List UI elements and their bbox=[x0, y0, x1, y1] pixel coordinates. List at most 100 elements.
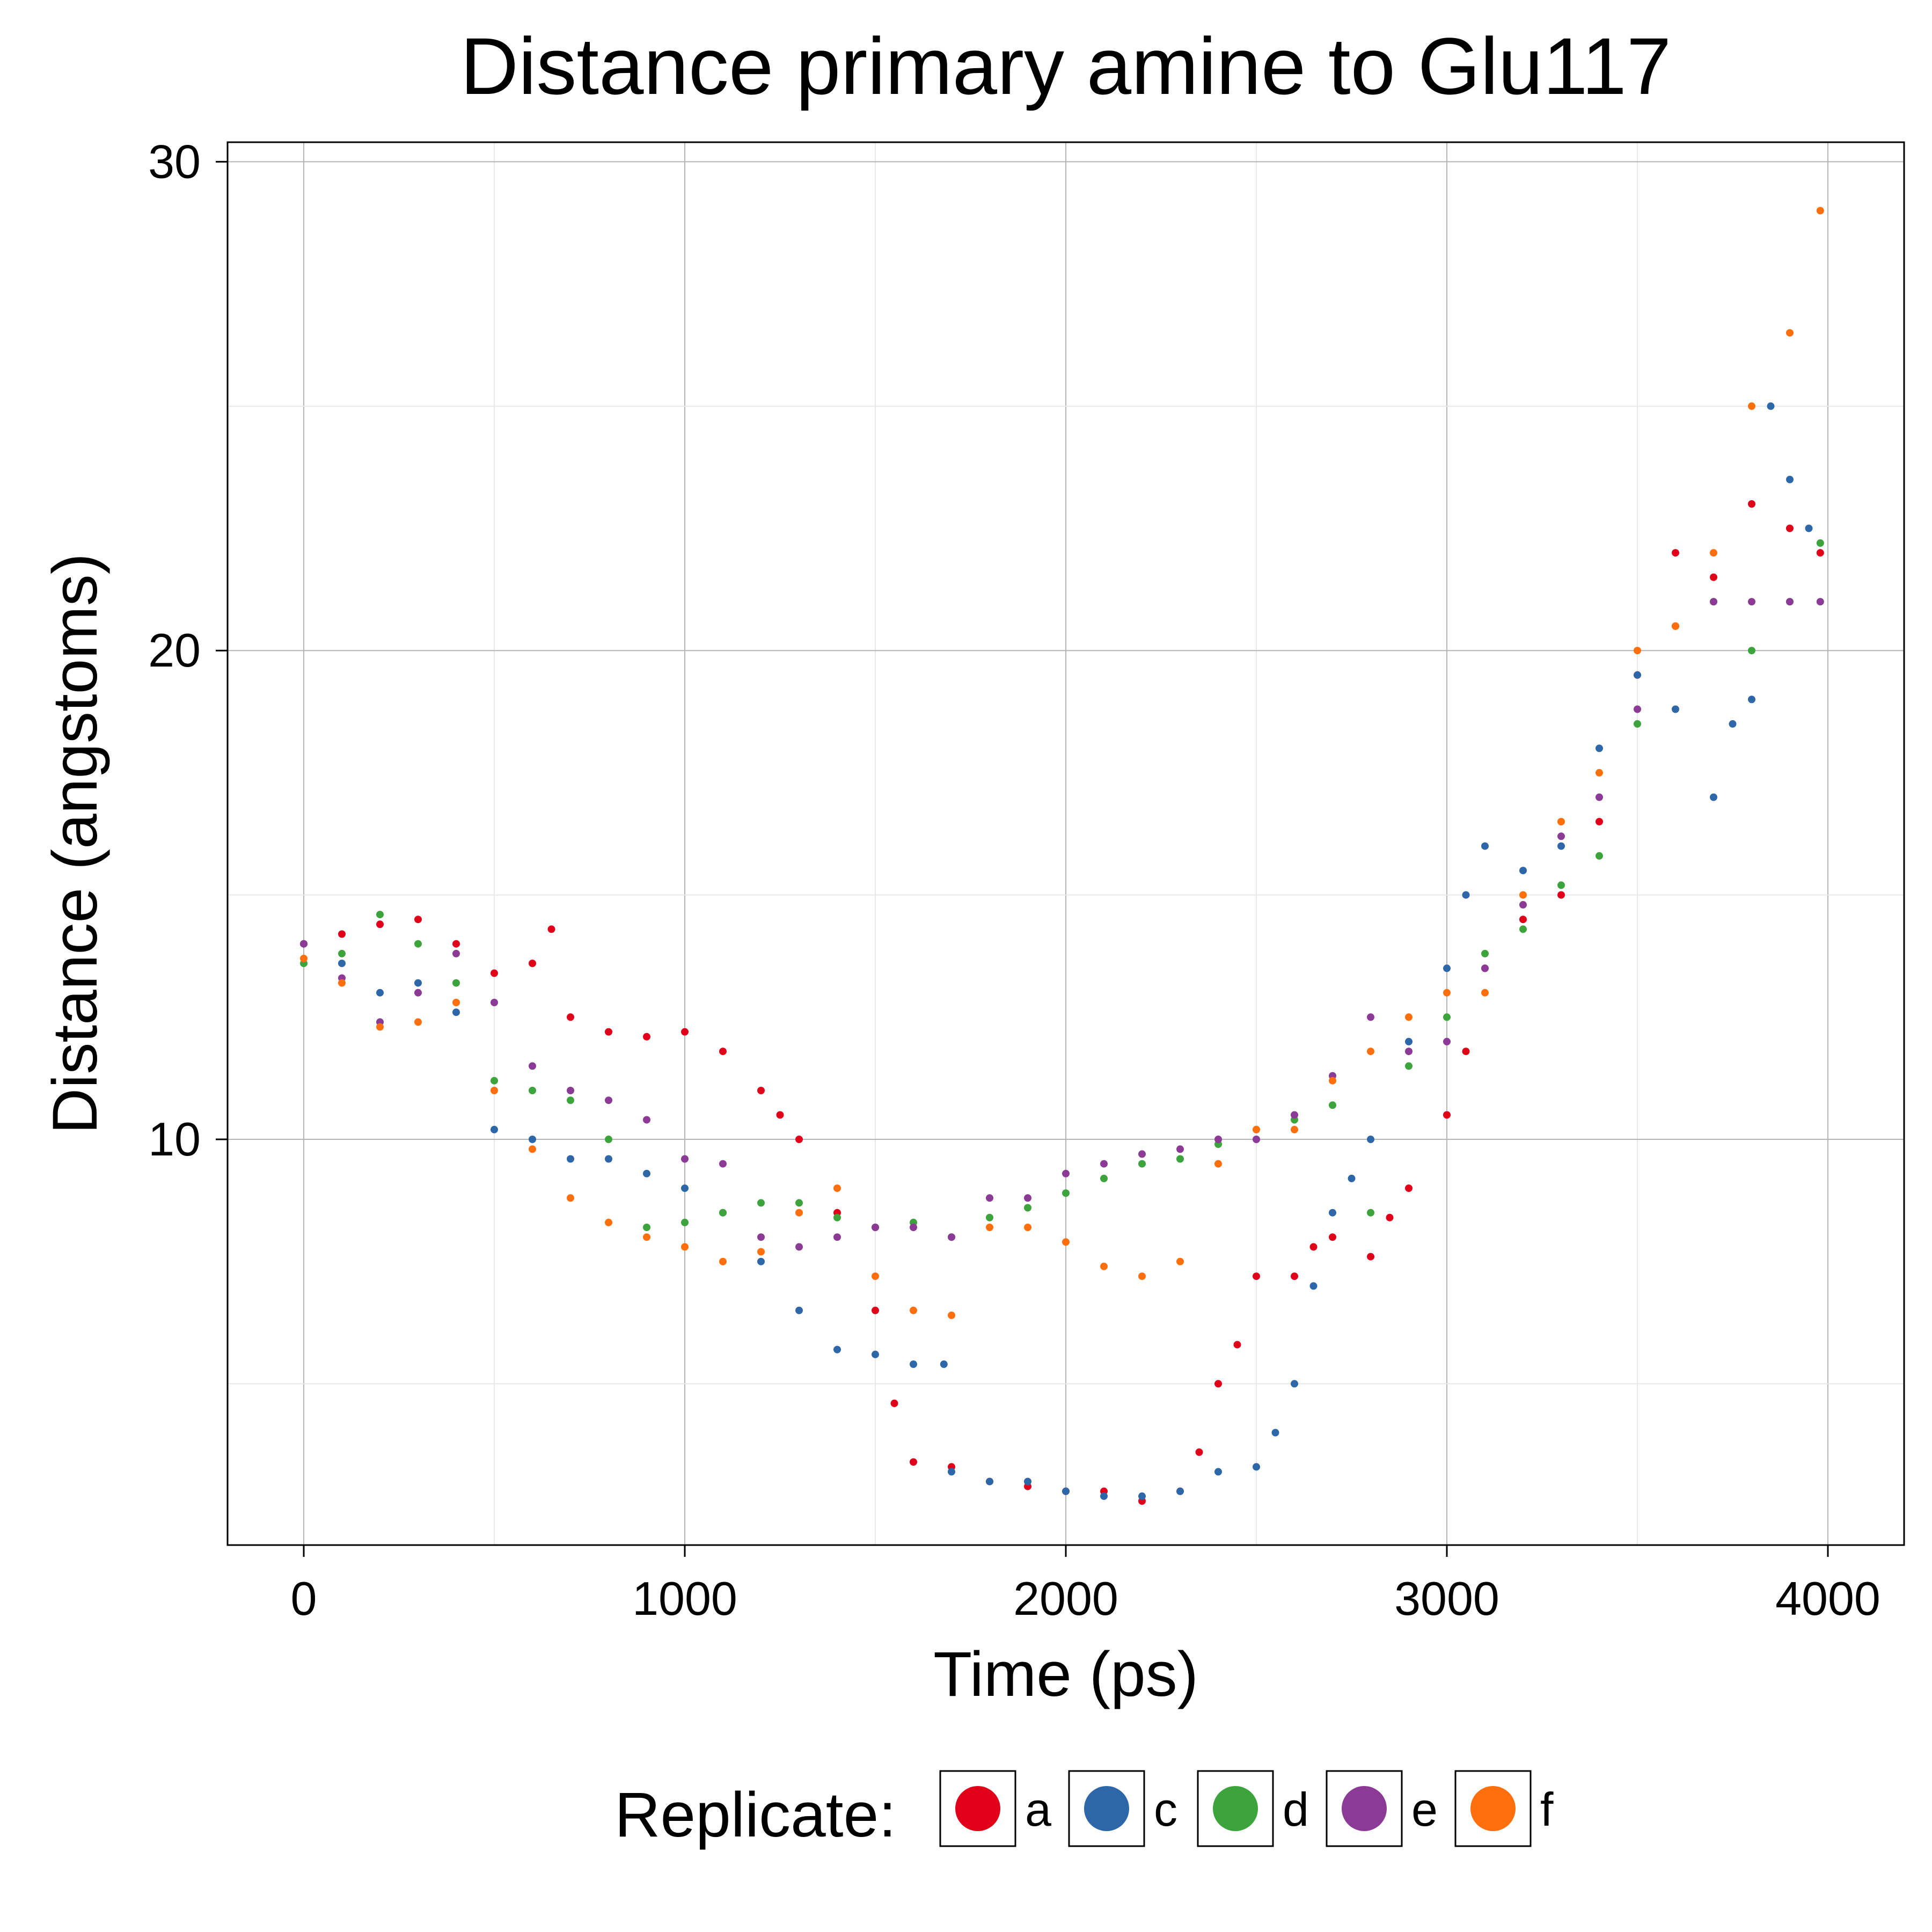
data-point: c: (800, 9.6) bbox=[605, 1155, 612, 1163]
data-point: c: (1700, 3.2) bbox=[948, 1468, 955, 1476]
data-points: a: (0, 14)a: (100, 14.2)a: (200, 14.4)a:… bbox=[300, 207, 1824, 1505]
y-tick-label: 30 bbox=[148, 135, 201, 188]
data-point: e: (3900, 21) bbox=[1786, 598, 1794, 606]
data-point: e: (2900, 11.8) bbox=[1405, 1048, 1413, 1056]
data-point: d: (1300, 8.7) bbox=[795, 1199, 803, 1207]
data-point: d: (2700, 10.7) bbox=[1329, 1101, 1336, 1109]
data-point: d: (2300, 9.6) bbox=[1176, 1155, 1184, 1163]
data-point: c: (2800, 10) bbox=[1367, 1136, 1374, 1143]
data-point: e: (1500, 8.2) bbox=[872, 1224, 879, 1231]
x-axis-label: Time (ps) bbox=[933, 1639, 1198, 1710]
data-point: a: (3400, 16.5) bbox=[1596, 818, 1603, 825]
data-point: d: (3400, 15.8) bbox=[1596, 852, 1603, 860]
data-point: f: (3980, 29) bbox=[1816, 207, 1824, 215]
data-point: e: (2800, 12.5) bbox=[1367, 1013, 1374, 1021]
data-point: e: (3300, 16.2) bbox=[1557, 832, 1565, 840]
data-point: f: (0, 13.7) bbox=[300, 955, 308, 962]
data-point: f: (700, 8.8) bbox=[567, 1194, 574, 1202]
data-point: c: (1000, 9) bbox=[681, 1184, 689, 1192]
chart-title: Distance primary amine to Glu117 bbox=[460, 21, 1672, 111]
data-point: c: (3750, 18.5) bbox=[1729, 720, 1737, 728]
data-point: e: (3800, 21) bbox=[1748, 598, 1755, 606]
data-point: f: (3300, 16.5) bbox=[1557, 818, 1565, 825]
data-point: d: (3100, 13.8) bbox=[1481, 949, 1489, 957]
data-point: f: (2500, 10.2) bbox=[1253, 1125, 1260, 1133]
data-point: c: (3100, 16) bbox=[1481, 842, 1489, 850]
legend-label: d bbox=[1283, 1783, 1309, 1836]
data-point: f: (2200, 7.2) bbox=[1138, 1272, 1146, 1280]
data-point: a: (2650, 7.8) bbox=[1309, 1243, 1318, 1251]
data-point: f: (400, 12.8) bbox=[452, 999, 460, 1006]
data-point: a: (2400, 5) bbox=[1214, 1380, 1222, 1388]
data-point: e: (3980, 21) bbox=[1816, 598, 1824, 606]
data-point: c: (3500, 19.5) bbox=[1634, 671, 1641, 679]
data-point: d: (600, 11) bbox=[529, 1087, 536, 1094]
data-point: a: (3200, 14.5) bbox=[1519, 916, 1527, 924]
data-point: c: (3000, 13.5) bbox=[1443, 964, 1451, 972]
data-point: f: (1900, 8.2) bbox=[1024, 1224, 1031, 1231]
data-point: d: (500, 11.2) bbox=[491, 1077, 498, 1085]
data-point: a: (200, 14.4) bbox=[376, 920, 384, 928]
data-point: d: (800, 10) bbox=[605, 1136, 612, 1143]
data-point: f: (3500, 20) bbox=[1634, 647, 1641, 655]
y-tick-label: 10 bbox=[148, 1113, 201, 1166]
data-point: d: (2000, 8.9) bbox=[1062, 1189, 1070, 1197]
data-point: d: (2200, 9.5) bbox=[1138, 1160, 1146, 1168]
data-point: c: (300, 13.2) bbox=[414, 979, 422, 987]
data-point: f: (600, 9.8) bbox=[529, 1145, 536, 1153]
legend-label: a bbox=[1025, 1783, 1051, 1836]
data-point: a: (800, 12.2) bbox=[605, 1028, 612, 1036]
data-point: f: (100, 13.2) bbox=[338, 979, 346, 987]
data-point: d: (2900, 11.5) bbox=[1405, 1062, 1413, 1070]
data-point: e: (2300, 9.8) bbox=[1176, 1145, 1184, 1153]
legend-label: c bbox=[1154, 1783, 1177, 1836]
data-point: d: (3200, 14.3) bbox=[1519, 925, 1527, 933]
data-point: a: (3000, 10.5) bbox=[1443, 1111, 1451, 1119]
data-point: a: (900, 12.1) bbox=[643, 1033, 650, 1041]
data-point: f: (1700, 6.4) bbox=[948, 1311, 955, 1319]
data-point: f: (1300, 8.5) bbox=[795, 1209, 803, 1217]
legend-key-marker bbox=[1213, 1786, 1258, 1831]
series-a: a: (0, 14)a: (100, 14.2)a: (200, 14.4)a:… bbox=[300, 500, 1824, 1505]
data-point: f: (3600, 20.5) bbox=[1672, 622, 1679, 630]
data-point: f: (2400, 9.5) bbox=[1214, 1160, 1222, 1168]
data-point: c: (2300, 2.8) bbox=[1176, 1487, 1184, 1495]
data-point: d: (1100, 8.5) bbox=[719, 1209, 727, 1217]
data-point: c: (1400, 5.7) bbox=[833, 1345, 841, 1353]
data-point: d: (400, 13.2) bbox=[452, 979, 460, 987]
data-point: d: (3000, 12.5) bbox=[1443, 1013, 1451, 1021]
data-point: e: (1900, 8.8) bbox=[1024, 1194, 1031, 1202]
data-point: a: (3700, 21.5) bbox=[1710, 573, 1717, 581]
legend-key-marker bbox=[1470, 1786, 1516, 1831]
data-point: e: (2100, 9.5) bbox=[1100, 1160, 1108, 1168]
data-point: f: (1200, 7.7) bbox=[757, 1248, 765, 1256]
data-point: f: (2300, 7.5) bbox=[1176, 1257, 1184, 1265]
data-point: a: (1000, 12.2) bbox=[681, 1028, 689, 1036]
data-point: c: (200, 13) bbox=[376, 989, 384, 997]
data-point: c: (900, 9.3) bbox=[643, 1169, 650, 1177]
x-tick-label: 0 bbox=[291, 1572, 317, 1625]
data-point: a: (2800, 7.6) bbox=[1367, 1253, 1374, 1261]
data-point: d: (1000, 8.3) bbox=[681, 1218, 689, 1226]
data-point: a: (700, 12.5) bbox=[567, 1013, 574, 1021]
data-point: d: (1800, 8.4) bbox=[986, 1213, 993, 1221]
legend-label: f bbox=[1540, 1783, 1554, 1836]
data-point: f: (3000, 13) bbox=[1443, 989, 1451, 997]
data-point: a: (3800, 23) bbox=[1748, 500, 1755, 508]
data-point: a: (1500, 6.5) bbox=[872, 1306, 879, 1314]
data-point: d: (100, 13.8) bbox=[338, 949, 346, 957]
data-point: c: (3700, 17) bbox=[1710, 793, 1717, 801]
data-point: e: (3200, 14.8) bbox=[1519, 901, 1527, 909]
data-point: a: (3300, 15) bbox=[1557, 891, 1565, 899]
data-point: f: (1400, 9) bbox=[833, 1184, 841, 1192]
data-point: c: (1600, 5.4) bbox=[910, 1360, 917, 1368]
data-point: a: (2500, 7.2) bbox=[1253, 1272, 1260, 1280]
data-point: c: (3950, 22.5) bbox=[1805, 524, 1813, 532]
data-point: e: (300, 13) bbox=[414, 989, 422, 997]
data-point: c: (2550, 4) bbox=[1271, 1429, 1279, 1437]
data-point: c: (100, 13.6) bbox=[338, 960, 346, 968]
data-point: e: (1700, 8) bbox=[948, 1233, 955, 1241]
x-tick-label: 1000 bbox=[632, 1572, 737, 1625]
data-point: f: (1600, 6.5) bbox=[910, 1306, 917, 1314]
data-point: d: (1400, 8.4) bbox=[833, 1213, 841, 1221]
